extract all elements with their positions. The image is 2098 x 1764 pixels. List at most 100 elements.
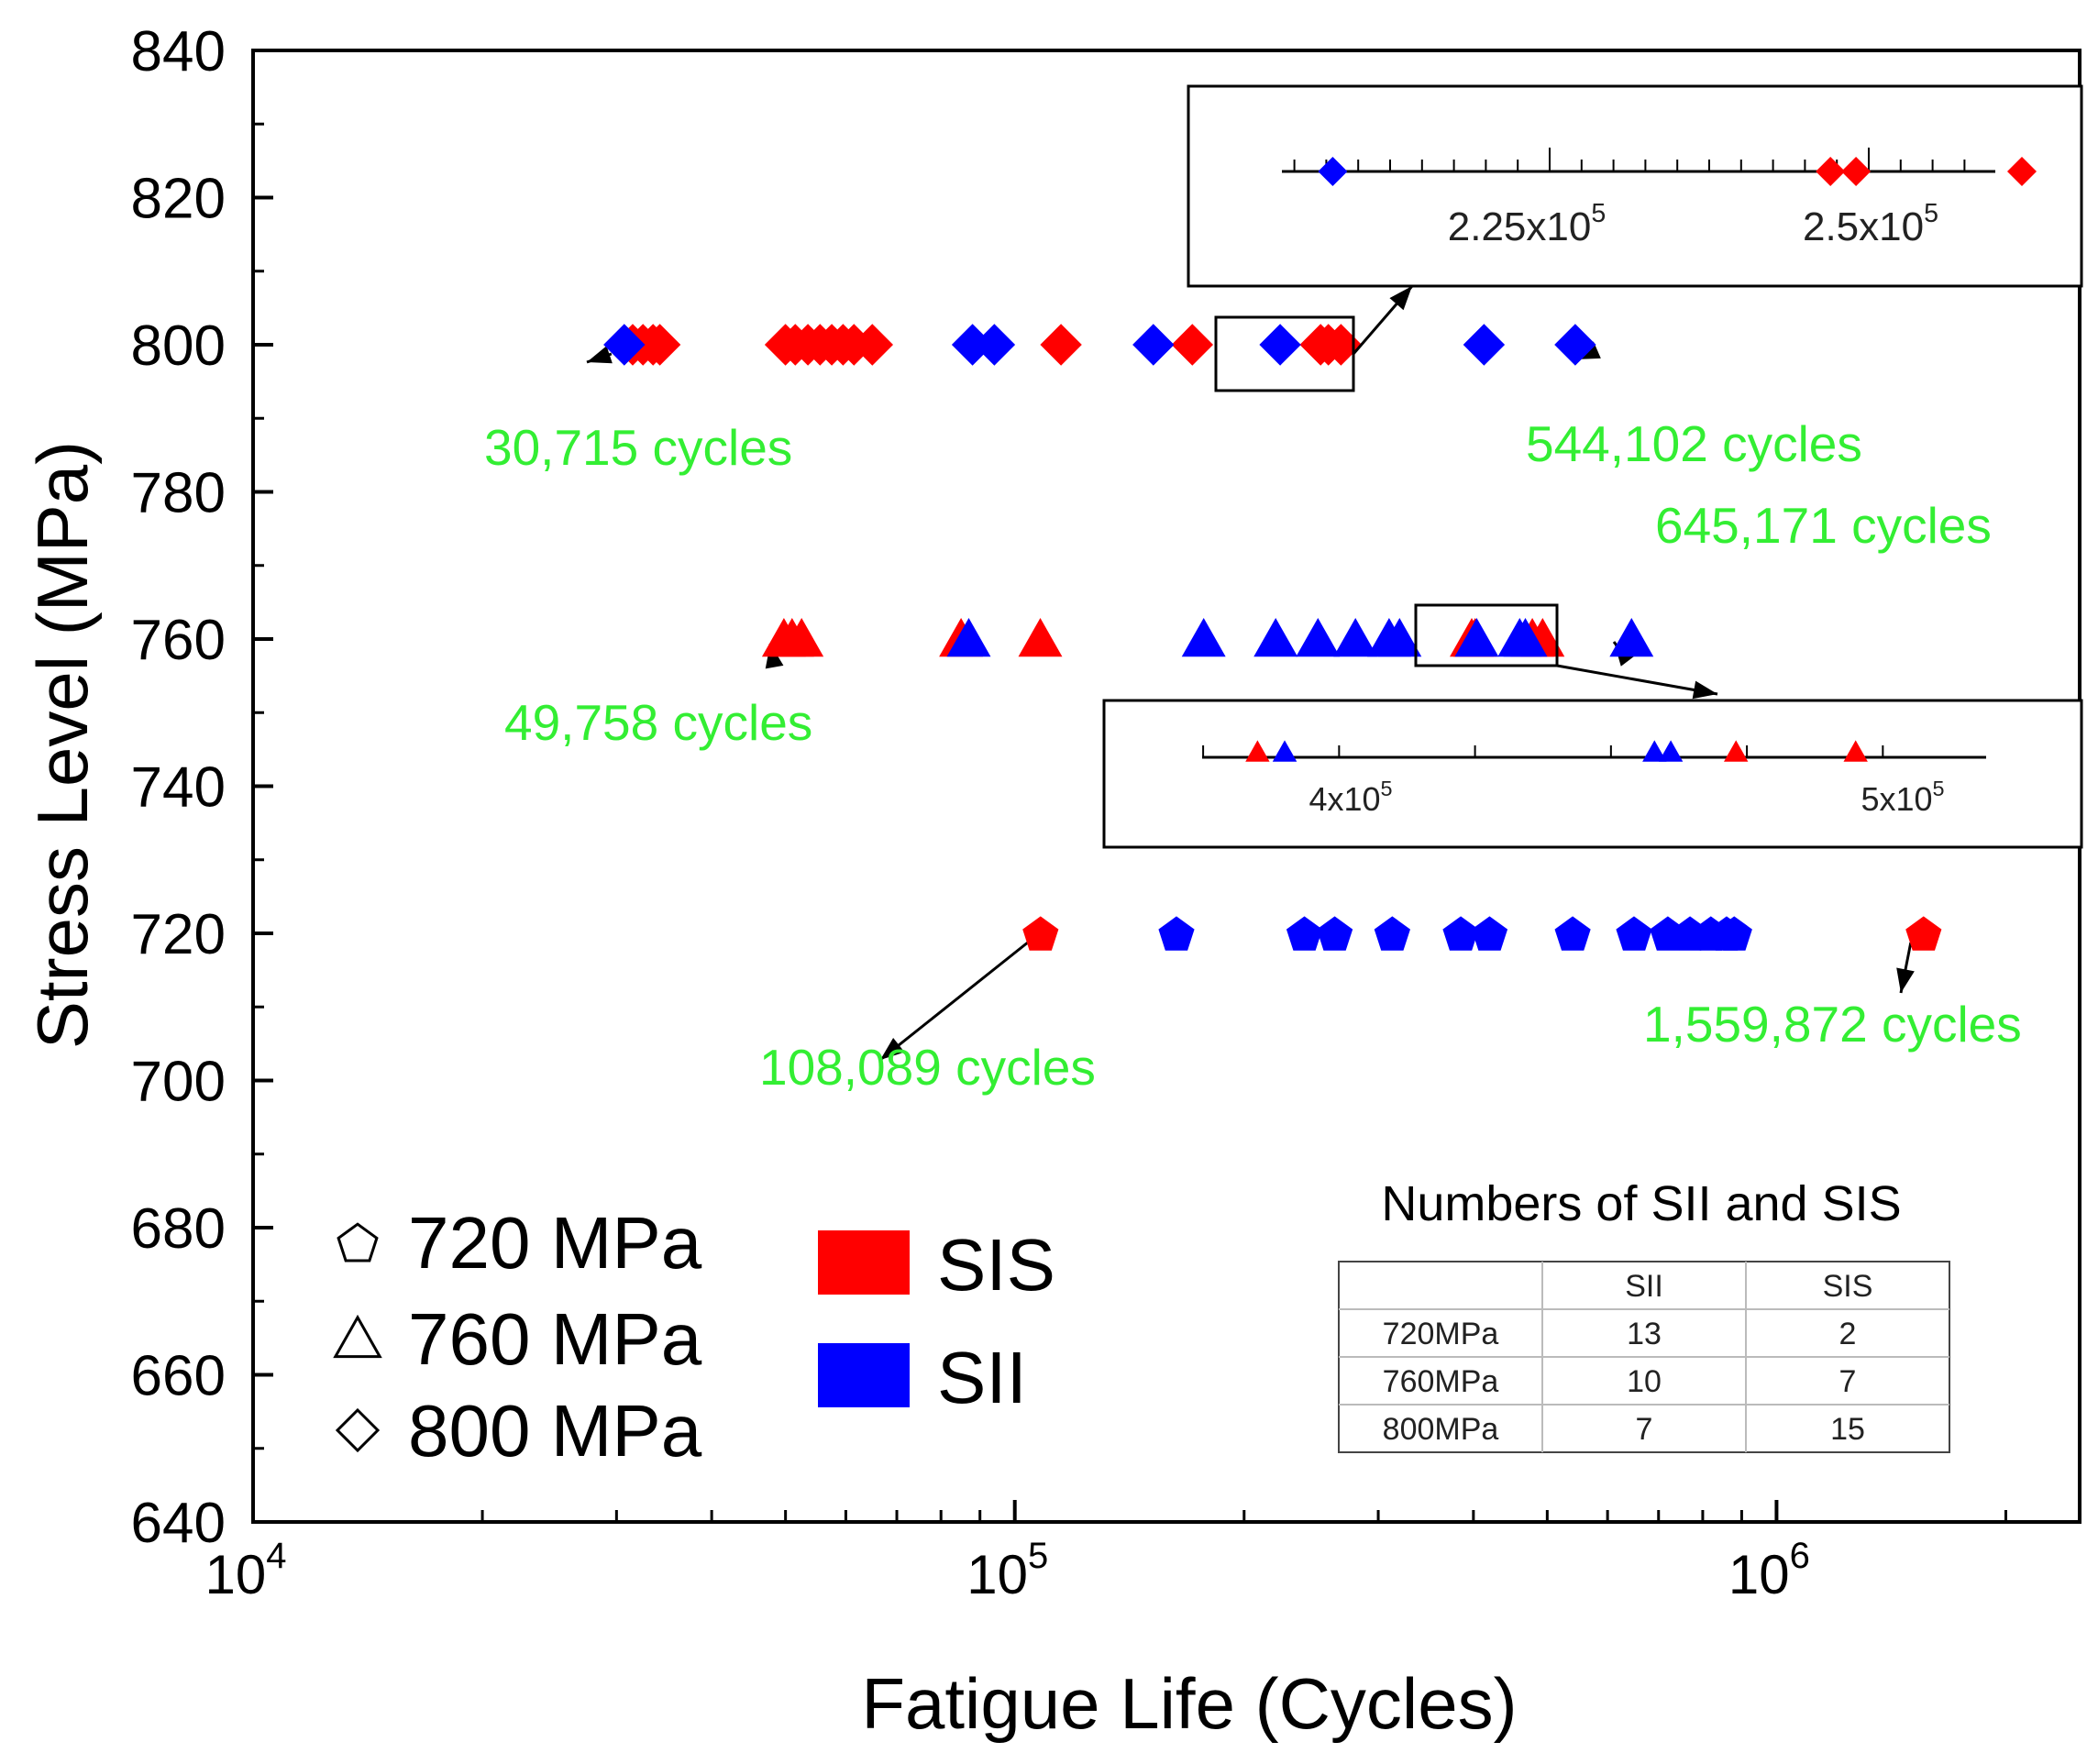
data-point — [1616, 916, 1652, 951]
inset-point — [1724, 740, 1749, 762]
data-point — [1609, 617, 1654, 657]
table-cell: 2 — [1839, 1317, 1857, 1351]
y-tick-label: 800 — [131, 314, 226, 378]
arrow-head — [1896, 967, 1915, 993]
annotation-label: 30,715 cycles — [484, 419, 792, 476]
inset-frame — [1102, 699, 2083, 849]
data-point — [1171, 324, 1214, 366]
y-tick-label: 640 — [131, 1492, 226, 1555]
data-point — [1018, 617, 1063, 657]
inset-760: 4x105 5x105 — [1102, 699, 2083, 849]
y-tick-label: 840 — [131, 20, 226, 83]
legend-swatch-label: SII — [937, 1337, 1027, 1418]
table-title: Numbers of SII and SIS — [1381, 1176, 1901, 1231]
y-tick-label: 660 — [131, 1345, 226, 1408]
data-point — [1463, 324, 1506, 366]
arrow-shaft — [1556, 664, 1718, 696]
data-point — [779, 617, 824, 657]
table-cell: 15 — [1830, 1412, 1865, 1447]
inset-point — [1841, 157, 1872, 186]
annotation-arrow — [1896, 942, 1915, 994]
table-cell: 7 — [1636, 1412, 1653, 1447]
arrow-head — [880, 1037, 905, 1060]
zoom-arrow-760 — [1556, 664, 1718, 700]
y-tick-label: 680 — [131, 1197, 226, 1261]
table-cell: 7 — [1839, 1364, 1857, 1399]
data-point — [1454, 617, 1499, 657]
legend-swatch-label: SIS — [937, 1224, 1055, 1306]
data-point — [1554, 324, 1596, 366]
data-point — [638, 324, 681, 366]
legend-swatch-sii — [818, 1343, 910, 1407]
y-axis-label: Stress Level (MPa) — [22, 441, 103, 1049]
legend-label: 800 MPa — [408, 1390, 702, 1472]
x-tick-label: 106 — [1728, 1536, 1810, 1605]
data-point — [1503, 617, 1548, 657]
legend-swatch-sis — [818, 1230, 910, 1295]
inset-point — [1272, 740, 1297, 762]
x-tick-label: 104 — [205, 1536, 287, 1605]
inset-point — [2007, 157, 2037, 186]
data-point — [1022, 916, 1059, 951]
annotation-label: 1,559,872 cycles — [1643, 996, 2022, 1053]
inset-label: 5x105 — [1861, 777, 1944, 818]
annotation-arrow — [879, 941, 1029, 1062]
data-point — [1158, 916, 1195, 951]
inset-point — [1642, 740, 1667, 762]
data-point — [1296, 617, 1341, 657]
annotation-label: 108,089 cycles — [759, 1039, 1096, 1096]
y-tick-label: 760 — [131, 609, 226, 672]
inset-frame — [1187, 84, 2083, 288]
data-point — [1333, 617, 1378, 657]
table-header-cell: SIS — [1823, 1269, 1873, 1304]
inset-label: 2.5x105 — [1803, 199, 1938, 249]
data-point — [1132, 324, 1175, 366]
legend-marker-diamond — [335, 1407, 381, 1453]
y-tick-label: 780 — [131, 462, 226, 525]
y-tick-label: 720 — [131, 903, 226, 966]
annotation-label: 49,758 cycles — [504, 694, 812, 751]
inset-label: 4x105 — [1308, 777, 1392, 818]
data-point — [1554, 916, 1591, 951]
data-point — [1374, 916, 1410, 951]
data-point — [946, 617, 991, 657]
data-point — [603, 324, 646, 366]
data-point — [1317, 916, 1353, 951]
inset-point — [1843, 740, 1868, 762]
data-point — [1377, 617, 1422, 657]
data-point — [1471, 916, 1508, 951]
data-point — [1716, 916, 1752, 951]
table-cell: 720MPa — [1383, 1317, 1499, 1351]
table-cell: 760MPa — [1383, 1364, 1499, 1399]
arrow-head — [1692, 680, 1717, 700]
inset-800: 2.25x105 2.5x105 — [1187, 84, 2083, 288]
table-header-cell: SII — [1625, 1269, 1663, 1304]
legend-label: 760 MPa — [408, 1298, 702, 1380]
inset-point — [1318, 157, 1348, 186]
y-tick-label: 820 — [131, 168, 226, 231]
arrow-head — [1389, 286, 1412, 311]
data-point — [1905, 916, 1942, 951]
zoom-arrow-800 — [1352, 285, 1414, 355]
x-tick-label: 105 — [966, 1536, 1048, 1605]
table-cell: 10 — [1627, 1364, 1662, 1399]
data-point — [973, 324, 1016, 366]
data-point — [1253, 617, 1298, 657]
table-cell: 13 — [1627, 1317, 1662, 1351]
data-point — [1040, 324, 1082, 366]
annotation-label: 645,171 cycles — [1655, 497, 1992, 554]
annotation-label: 544,102 cycles — [1526, 415, 1862, 472]
inset-point — [1816, 157, 1846, 186]
data-point — [1181, 617, 1226, 657]
arrow-shaft — [879, 941, 1029, 1062]
table-cell: 800MPa — [1383, 1412, 1499, 1447]
inset-point — [1658, 740, 1684, 762]
legend-marker-triangle — [333, 1314, 382, 1359]
data-point — [851, 324, 894, 366]
y-tick-label: 740 — [131, 756, 226, 820]
arrow-head — [587, 346, 613, 364]
inset-label: 2.25x105 — [1448, 199, 1606, 249]
data-point — [1286, 916, 1323, 951]
y-tick-label: 700 — [131, 1051, 226, 1114]
